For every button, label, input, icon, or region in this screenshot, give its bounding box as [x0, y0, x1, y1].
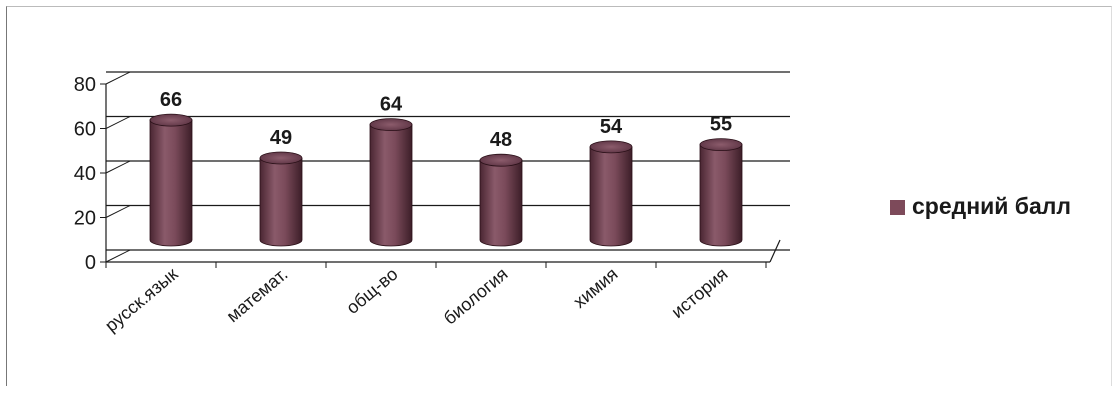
bar: [589, 140, 633, 247]
x-tick-label: математ.: [223, 264, 292, 326]
bar: [699, 138, 743, 247]
side-wall-line: [105, 249, 131, 263]
chart-frame: [6, 6, 1112, 386]
data-label: 64: [380, 94, 403, 116]
bar: [369, 118, 413, 247]
bar-top: [479, 153, 523, 167]
y-tick-label: 80: [74, 74, 96, 96]
data-label: 55: [710, 114, 732, 136]
legend-label: средний балл: [912, 193, 1071, 219]
bar-body: [369, 124, 413, 247]
x-tick-label: биология: [440, 264, 512, 329]
bar-top: [699, 138, 743, 152]
x-tick-label: общ-во: [342, 264, 401, 318]
bar-body: [259, 157, 303, 247]
x-tick-label: русск.язык: [101, 264, 182, 336]
bar-top: [149, 113, 193, 127]
bar: [149, 113, 193, 247]
bar-body: [149, 119, 193, 247]
data-label: 54: [600, 116, 623, 138]
y-tick-label: 60: [74, 119, 96, 141]
data-label: 66: [160, 89, 182, 111]
data-label: 48: [490, 129, 512, 151]
side-wall-line: [105, 71, 131, 85]
y-tick-label: 20: [74, 208, 96, 230]
floor-right-edge: [769, 239, 781, 263]
bar: [479, 153, 523, 247]
y-tick-label: 0: [85, 252, 96, 274]
x-tick-label: химия: [569, 264, 621, 312]
bar-body: [479, 159, 523, 247]
bar-top: [369, 118, 413, 131]
bar: [259, 151, 303, 247]
bar-body: [589, 146, 633, 247]
x-tick-label: история: [667, 264, 731, 322]
bar-body: [699, 144, 743, 247]
side-wall-line: [105, 205, 131, 218]
y-tick-label: 40: [74, 163, 96, 185]
bar-top: [589, 140, 633, 154]
side-wall-line: [105, 160, 131, 174]
bar-top: [259, 151, 303, 165]
data-label: 49: [270, 127, 292, 149]
legend-swatch: [890, 200, 905, 215]
side-wall-line: [105, 116, 131, 129]
